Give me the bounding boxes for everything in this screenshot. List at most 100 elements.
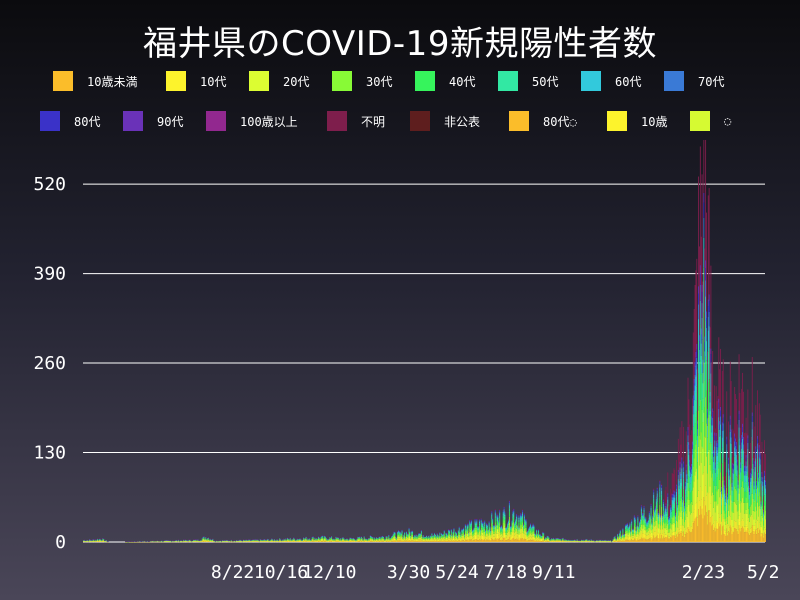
bar-segment: [320, 538, 322, 539]
bar-segment: [341, 539, 343, 541]
bar-segment: [478, 527, 480, 529]
bar-segment: [398, 538, 400, 541]
bar-segment: [99, 540, 101, 542]
bar-segment: [207, 539, 208, 541]
bar-segment: [484, 522, 486, 525]
bar-segment: [379, 541, 381, 542]
bar-segment: [202, 539, 204, 541]
bar-segment: [415, 541, 417, 542]
bar-segment: [457, 530, 459, 532]
bar-segment: [435, 535, 436, 537]
bar-segment: [447, 537, 449, 539]
legend-item: 20代: [249, 70, 309, 92]
bar-segment: [469, 539, 471, 542]
bar-segment: [493, 525, 494, 526]
bar-segment: [352, 540, 354, 542]
bar-segment: [423, 541, 425, 542]
bar-segment: [411, 540, 413, 542]
bar-segment: [381, 537, 383, 539]
bar-segment: [413, 538, 415, 540]
bar-segment: [294, 540, 296, 542]
bar-segment: [335, 537, 337, 539]
bar-segment: [463, 531, 465, 534]
bar-segment: [279, 539, 281, 541]
bar-segment: [375, 540, 377, 541]
bar-segment: [354, 540, 355, 541]
legend-label: 不明: [361, 114, 386, 129]
bar-segment: [464, 538, 465, 540]
bar-segment: [493, 533, 494, 537]
bar-segment: [361, 537, 362, 539]
bar-segment: [312, 537, 314, 539]
bar-segment: [414, 540, 416, 542]
legend-item: 60代: [581, 70, 641, 92]
bar-segment: [481, 532, 483, 536]
bar-segment: [379, 539, 381, 541]
bar-segment: [331, 539, 333, 541]
bar-segment: [423, 540, 425, 542]
bar-segment: [408, 537, 410, 541]
bar-segment: [304, 539, 306, 541]
bar-segment: [294, 540, 296, 541]
bar-segment: [406, 537, 408, 540]
bar-segment: [453, 535, 455, 538]
bar-segment: [315, 539, 317, 541]
bar-segment: [327, 541, 329, 542]
bar-segment: [486, 539, 488, 542]
bar-segment: [471, 534, 473, 537]
bar-segment: [365, 540, 367, 541]
bar-segment: [483, 526, 485, 528]
bar-segment: [369, 536, 371, 538]
legend-label: 90代: [157, 114, 184, 129]
bar-segment: [491, 512, 493, 515]
bar-segment: [419, 533, 421, 535]
bar-segment: [464, 534, 465, 536]
bar-segment: [393, 540, 395, 542]
bar-segment: [460, 539, 462, 542]
bar-segment: [442, 539, 443, 542]
bar-segment: [390, 541, 392, 542]
bar-segment: [464, 530, 466, 534]
bar-segment: [360, 539, 362, 541]
bar-segment: [451, 535, 453, 537]
bar-segment: [342, 540, 344, 542]
bar-segment: [361, 538, 362, 540]
bar-segment: [413, 535, 415, 537]
bar-segment: [456, 540, 458, 542]
bar-segment: [493, 533, 495, 537]
bar-segment: [422, 535, 424, 537]
bar-segment: [412, 531, 414, 532]
bar-segment: [371, 541, 373, 542]
bar-segment: [493, 525, 495, 527]
bar-segment: [461, 537, 463, 541]
bar-segment: [431, 537, 433, 540]
bar-segment: [357, 539, 359, 541]
bar-segment: [423, 538, 425, 539]
bar-segment: [466, 524, 468, 526]
bar-segment: [317, 540, 318, 542]
bar-segment: [461, 530, 463, 533]
legend-swatch: [690, 111, 710, 131]
bar-segment: [459, 533, 461, 536]
bar-segment: [486, 536, 487, 540]
bar-segment: [336, 539, 338, 540]
bar-segment: [459, 538, 461, 541]
bar-segment: [463, 528, 465, 529]
bar-segment: [426, 537, 428, 538]
bar-segment: [383, 540, 385, 541]
bar-segment: [444, 539, 446, 541]
bar-segment: [404, 533, 406, 535]
bar-segment: [457, 532, 459, 534]
bar-segment: [343, 539, 345, 541]
legend-swatch: [166, 71, 186, 91]
bar-segment: [399, 540, 401, 542]
bar-segment: [423, 539, 425, 541]
bar-segment: [476, 534, 478, 540]
bar-segment: [475, 525, 477, 528]
bar-segment: [493, 526, 494, 528]
bar-segment: [381, 539, 383, 541]
bar-segment: [472, 535, 474, 538]
bar-segment: [395, 540, 397, 542]
bar-segment: [454, 538, 456, 540]
